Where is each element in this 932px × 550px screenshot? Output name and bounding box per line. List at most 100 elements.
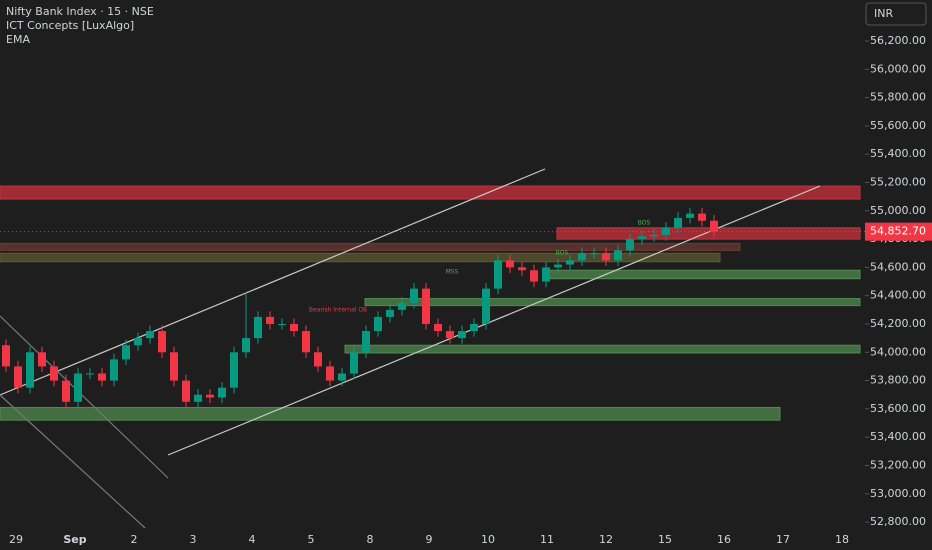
indicator-label: EMA <box>6 33 30 46</box>
candle-body <box>74 373 82 402</box>
zones <box>0 185 861 421</box>
candle-body <box>110 359 118 381</box>
candle-body <box>614 250 622 261</box>
candle-body <box>518 267 526 271</box>
x-tick-label: 17 <box>776 533 790 546</box>
candle-body <box>194 394 202 402</box>
candle-body <box>254 316 262 339</box>
x-tick-label: 11 <box>540 533 554 546</box>
candle-body <box>494 260 502 289</box>
candle-body <box>290 323 298 332</box>
y-tick-label: 55,000.00 <box>870 204 926 217</box>
annotation: BOS <box>638 220 651 227</box>
zone <box>0 406 781 421</box>
x-tick-label: 3 <box>190 533 197 546</box>
zone <box>364 298 861 307</box>
candle-body <box>674 217 682 228</box>
y-tick-label: 54,200.00 <box>870 317 926 330</box>
candle-body <box>638 236 646 240</box>
x-tick-label: Sep <box>63 533 86 546</box>
last-price-tag <box>865 222 932 241</box>
candle-body <box>206 394 214 398</box>
candle-body <box>86 373 94 375</box>
candle-body <box>506 260 514 268</box>
currency-button[interactable] <box>865 2 927 26</box>
candle-body <box>38 352 46 367</box>
candle-body <box>302 331 310 353</box>
last-price-label: 54,852.70 <box>870 225 926 238</box>
candle-body <box>602 253 610 261</box>
currency-label[interactable]: INR <box>874 7 893 20</box>
x-tick-label: 18 <box>835 533 849 546</box>
trend-line <box>0 315 169 479</box>
candle-body <box>386 309 394 317</box>
candle-body <box>50 366 58 381</box>
candle-body <box>98 373 106 381</box>
y-tick-label: 54,000.00 <box>870 345 926 358</box>
zone <box>544 269 861 280</box>
candle-body <box>554 264 562 268</box>
candle-body <box>578 253 586 261</box>
x-tick-label: 16 <box>717 533 731 546</box>
candle-body <box>482 288 490 324</box>
zone <box>344 344 861 354</box>
candle-body <box>662 227 670 235</box>
indicator-label: ICT Concepts [LuxAlgo] <box>6 19 134 32</box>
y-tick-label: 53,200.00 <box>870 458 926 471</box>
candle-body <box>686 213 694 218</box>
y-tick-label: 53,800.00 <box>870 374 926 387</box>
x-tick-label: 29 <box>9 533 23 546</box>
candle-body <box>2 345 10 367</box>
candle-body <box>266 316 274 324</box>
candle-body <box>326 366 334 381</box>
candle-body <box>590 253 598 255</box>
x-tick-label: 12 <box>599 533 613 546</box>
x-tick-label: 9 <box>426 533 433 546</box>
x-tick-label: 5 <box>308 533 315 546</box>
chart-title: Nifty Bank Index · 15 · NSE <box>6 5 154 18</box>
y-tick-label: 53,000.00 <box>870 487 926 500</box>
candle-body <box>470 323 478 332</box>
price-axis <box>865 0 932 550</box>
x-tick-label: 2 <box>131 533 138 546</box>
candle-body <box>170 352 178 381</box>
x-tick-label: 4 <box>249 533 256 546</box>
candle-body <box>434 323 442 332</box>
candle-body <box>278 323 286 325</box>
y-tick-label: 55,600.00 <box>870 119 926 132</box>
candle-body <box>542 267 550 282</box>
y-tick-label: 54,400.00 <box>870 289 926 302</box>
candle-body <box>242 338 250 353</box>
candle-body <box>566 260 574 265</box>
candle-body <box>26 352 34 388</box>
channel-upper <box>0 168 546 396</box>
candle-body <box>374 316 382 332</box>
candle-body <box>350 352 358 374</box>
candle-body <box>146 331 154 339</box>
candle-body <box>62 380 70 402</box>
candle-body <box>446 331 454 339</box>
annotation: MSS <box>446 269 459 276</box>
candle-body <box>314 352 322 367</box>
zone <box>556 227 861 240</box>
y-tick-label: 56,200.00 <box>870 34 926 47</box>
candle-body <box>530 270 538 282</box>
x-tick-label: 8 <box>367 533 374 546</box>
candle-body <box>650 234 658 237</box>
y-tick-label: 55,200.00 <box>870 176 926 189</box>
x-tick-label: 15 <box>658 533 672 546</box>
trend-line <box>0 394 146 529</box>
candle-body <box>626 239 634 251</box>
candle-body <box>122 345 130 360</box>
candle-body <box>158 331 166 353</box>
candle-body <box>14 366 22 388</box>
candle-body <box>182 380 190 402</box>
candle-body <box>710 220 718 232</box>
y-tick-label: 52,800.00 <box>870 515 926 528</box>
candle-body <box>458 331 466 339</box>
candle-body <box>218 387 226 398</box>
y-tick-label: 54,600.00 <box>870 260 926 273</box>
zone <box>0 242 741 251</box>
candle-body <box>230 352 238 388</box>
